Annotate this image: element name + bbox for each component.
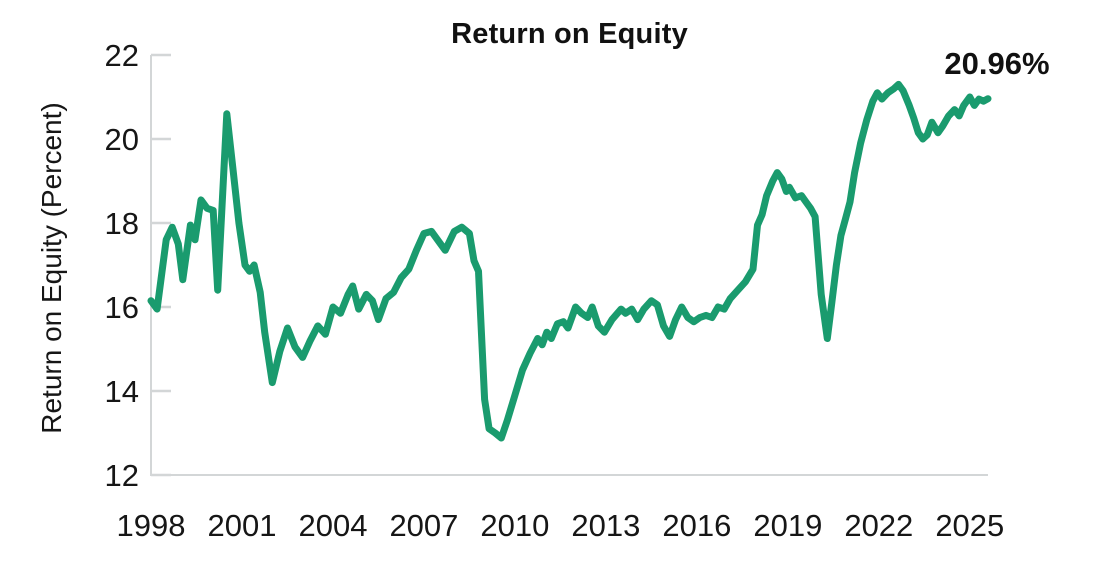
y-tick-label: 18 bbox=[105, 206, 139, 241]
axis-frame bbox=[150, 55, 988, 476]
chart-title: Return on Equity bbox=[451, 18, 688, 50]
x-tick-label: 2019 bbox=[753, 508, 822, 543]
x-tick-label: 2004 bbox=[298, 508, 367, 543]
x-tick-label: 2010 bbox=[480, 508, 549, 543]
x-tick-label: 2001 bbox=[207, 508, 276, 543]
x-tick-label: 2013 bbox=[571, 508, 640, 543]
x-tick-label: 1998 bbox=[117, 508, 186, 543]
latest-value-label: 20.96% bbox=[944, 46, 1050, 81]
y-tick-label: 16 bbox=[105, 290, 139, 325]
x-tick-label: 2016 bbox=[662, 508, 731, 543]
x-tick-label: 2022 bbox=[844, 508, 913, 543]
roe-line-series bbox=[147, 80, 992, 442]
y-tick-label: 22 bbox=[105, 38, 139, 73]
y-tick-label: 20 bbox=[105, 122, 139, 157]
y-tick-label: 12 bbox=[105, 458, 139, 493]
y-tick-label: 14 bbox=[105, 374, 139, 409]
x-tick-label: 2025 bbox=[935, 508, 1004, 543]
x-tick-label: 2007 bbox=[389, 508, 458, 543]
